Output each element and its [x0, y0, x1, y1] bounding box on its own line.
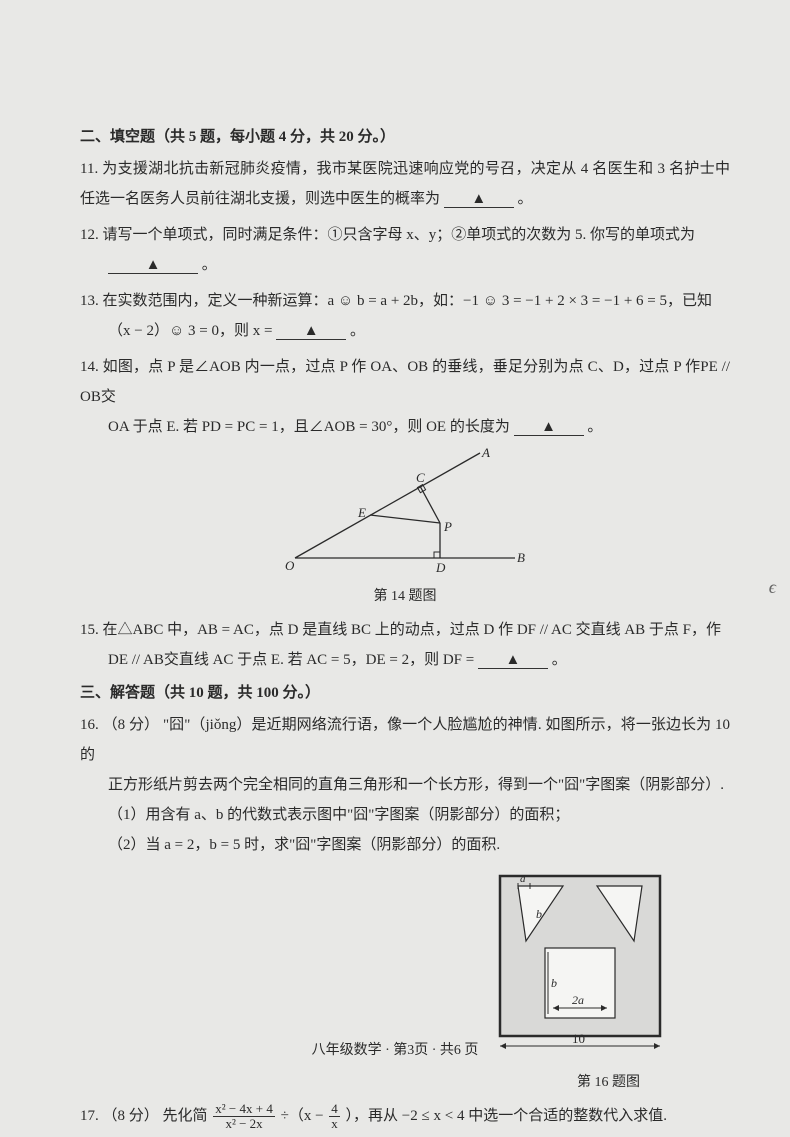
q16-text-b: 正方形纸片剪去两个完全相同的直角三角形和一个长方形，得到一个"囧"字图案（阴影部… — [80, 777, 724, 793]
q14-num: 14. — [80, 359, 99, 375]
q16-sub2: （2）当 a = 2，b = 5 时，求"囧"字图案（阴影部分）的面积. — [80, 837, 500, 853]
q13-period: 。 — [350, 323, 365, 339]
page-footer: 八年级数学 · 第3页 · 共6 页 — [0, 1039, 790, 1059]
svg-text:P: P — [443, 519, 452, 534]
q13-text-a: 在实数范围内，定义一种新运算：a ☺ b = a + 2b，如：−1 ☺ 3 =… — [103, 293, 713, 309]
q15-text-a: 在△ABC 中，AB = AC，点 D 是直线 BC 上的动点，过点 D 作 D… — [103, 622, 722, 638]
question-15: 15. 在△ABC 中，AB = AC，点 D 是直线 BC 上的动点，过点 D… — [80, 615, 730, 675]
q11-text: 为支援湖北抗击新冠肺炎疫情，我市某医院迅速响应党的号召，决定从 4 名医生和 3… — [80, 161, 730, 207]
q17-frac2-den: x — [329, 1117, 340, 1131]
q11-blank: ▲ — [444, 192, 514, 208]
svg-text:C: C — [416, 470, 425, 485]
q12-num: 12. — [80, 227, 99, 243]
svg-text:2a: 2a — [572, 993, 584, 1007]
figure-14-svg: O B A C D E P — [285, 448, 525, 578]
svg-text:D: D — [435, 560, 446, 575]
question-14: 14. 如图，点 P 是∠AOB 内一点，过点 P 作 OA、OB 的垂线，垂足… — [80, 352, 730, 442]
svg-text:b: b — [536, 907, 542, 921]
q17-frac2: 4 x — [329, 1102, 340, 1130]
q17-frac1-num: x² − 4x + 4 — [213, 1102, 275, 1117]
q17-text-a: 先化简 — [163, 1108, 208, 1124]
q16-text-a: "囧"（jiǒng）是近期网络流行语，像一个人脸尴尬的神情. 如图所示，将一张边… — [80, 717, 730, 763]
q12-blank: ▲ — [108, 258, 198, 274]
section-solve-header: 三、解答题（共 10 题，共 100 分。） — [80, 681, 730, 702]
margin-mark: ϵ — [769, 577, 776, 598]
svg-text:E: E — [357, 505, 366, 520]
q17-text-c: ），再从 −2 ≤ x < 4 中选一个合适的整数代入求值. — [346, 1108, 667, 1124]
q17-frac1: x² − 4x + 4 x² − 2x — [213, 1102, 275, 1130]
figure-16-svg: bab2a10 — [490, 866, 690, 1064]
q11-num: 11. — [80, 161, 98, 177]
figure-14-caption: 第 14 题图 — [80, 585, 730, 605]
svg-text:a: a — [520, 873, 526, 885]
q17-num: 17. — [80, 1108, 99, 1124]
question-12: 12. 请写一个单项式，同时满足条件：①只含字母 x、y；②单项式的次数为 5.… — [80, 220, 730, 280]
svg-text:O: O — [285, 558, 295, 573]
question-13: 13. 在实数范围内，定义一种新运算：a ☺ b = a + 2b，如：−1 ☺… — [80, 286, 730, 346]
q14-text-a: 如图，点 P 是∠AOB 内一点，过点 P 作 OA、OB 的垂线，垂足分别为点… — [80, 359, 730, 405]
q14-text-b: OA 于点 E. 若 PD = PC = 1，且∠AOB = 30°，则 OE … — [108, 419, 510, 435]
exam-page: 二、填空题（共 5 题，每小题 4 分，共 20 分。） 11. 为支援湖北抗击… — [80, 125, 730, 1137]
q15-text-b: DE // AB交直线 AC 于点 E. 若 AC = 5，DE = 2，则 D… — [108, 652, 474, 668]
svg-text:b: b — [551, 976, 557, 990]
q14-period: 。 — [587, 419, 602, 435]
q14-blank: ▲ — [514, 420, 584, 436]
q15-period: 。 — [552, 652, 567, 668]
q12-period: 。 — [202, 257, 217, 273]
svg-text:A: A — [481, 448, 490, 460]
q11-period: 。 — [518, 191, 533, 207]
q13-num: 13. — [80, 293, 99, 309]
q16-sub1: （1）用含有 a、b 的代数式表示图中"囧"字图案（阴影部分）的面积； — [80, 807, 569, 823]
q15-line2: DE // AB交直线 AC 于点 E. 若 AC = 5，DE = 2，则 D… — [80, 652, 567, 668]
q15-num: 15. — [80, 622, 99, 638]
q13-text-b: （x − 2）☺ 3 = 0，则 x = — [108, 323, 272, 339]
q17-text-b: ÷（x − — [281, 1108, 328, 1124]
q13-blank: ▲ — [276, 324, 346, 340]
q16-points: （8 分） — [103, 717, 160, 733]
q17-frac2-num: 4 — [329, 1102, 340, 1117]
q15-blank: ▲ — [478, 653, 548, 669]
q14-line2: OA 于点 E. 若 PD = PC = 1，且∠AOB = 30°，则 OE … — [80, 419, 602, 435]
question-17: 17. （8 分） 先化简 x² − 4x + 4 x² − 2x ÷（x − … — [80, 1101, 730, 1131]
question-11: 11. 为支援湖北抗击新冠肺炎疫情，我市某医院迅速响应党的号召，决定从 4 名医… — [80, 154, 730, 214]
q12-blank-wrap: ▲ 。 — [80, 257, 217, 273]
q17-points: （8 分） — [103, 1108, 159, 1124]
figure-16-caption: 第 16 题图 — [80, 1071, 640, 1091]
figure-14: O B A C D E P 第 14 题图 — [80, 448, 730, 605]
svg-text:B: B — [517, 550, 525, 565]
q12-text: 请写一个单项式，同时满足条件：①只含字母 x、y；②单项式的次数为 5. 你写的… — [103, 227, 696, 243]
question-16: 16. （8 分） "囧"（jiǒng）是近期网络流行语，像一个人脸尴尬的神情.… — [80, 710, 730, 860]
q13-line2: （x − 2）☺ 3 = 0，则 x = ▲ 。 — [80, 323, 365, 339]
q16-num: 16. — [80, 717, 99, 733]
section-fill-header: 二、填空题（共 5 题，每小题 4 分，共 20 分。） — [80, 125, 730, 146]
q17-frac1-den: x² − 2x — [213, 1117, 275, 1131]
